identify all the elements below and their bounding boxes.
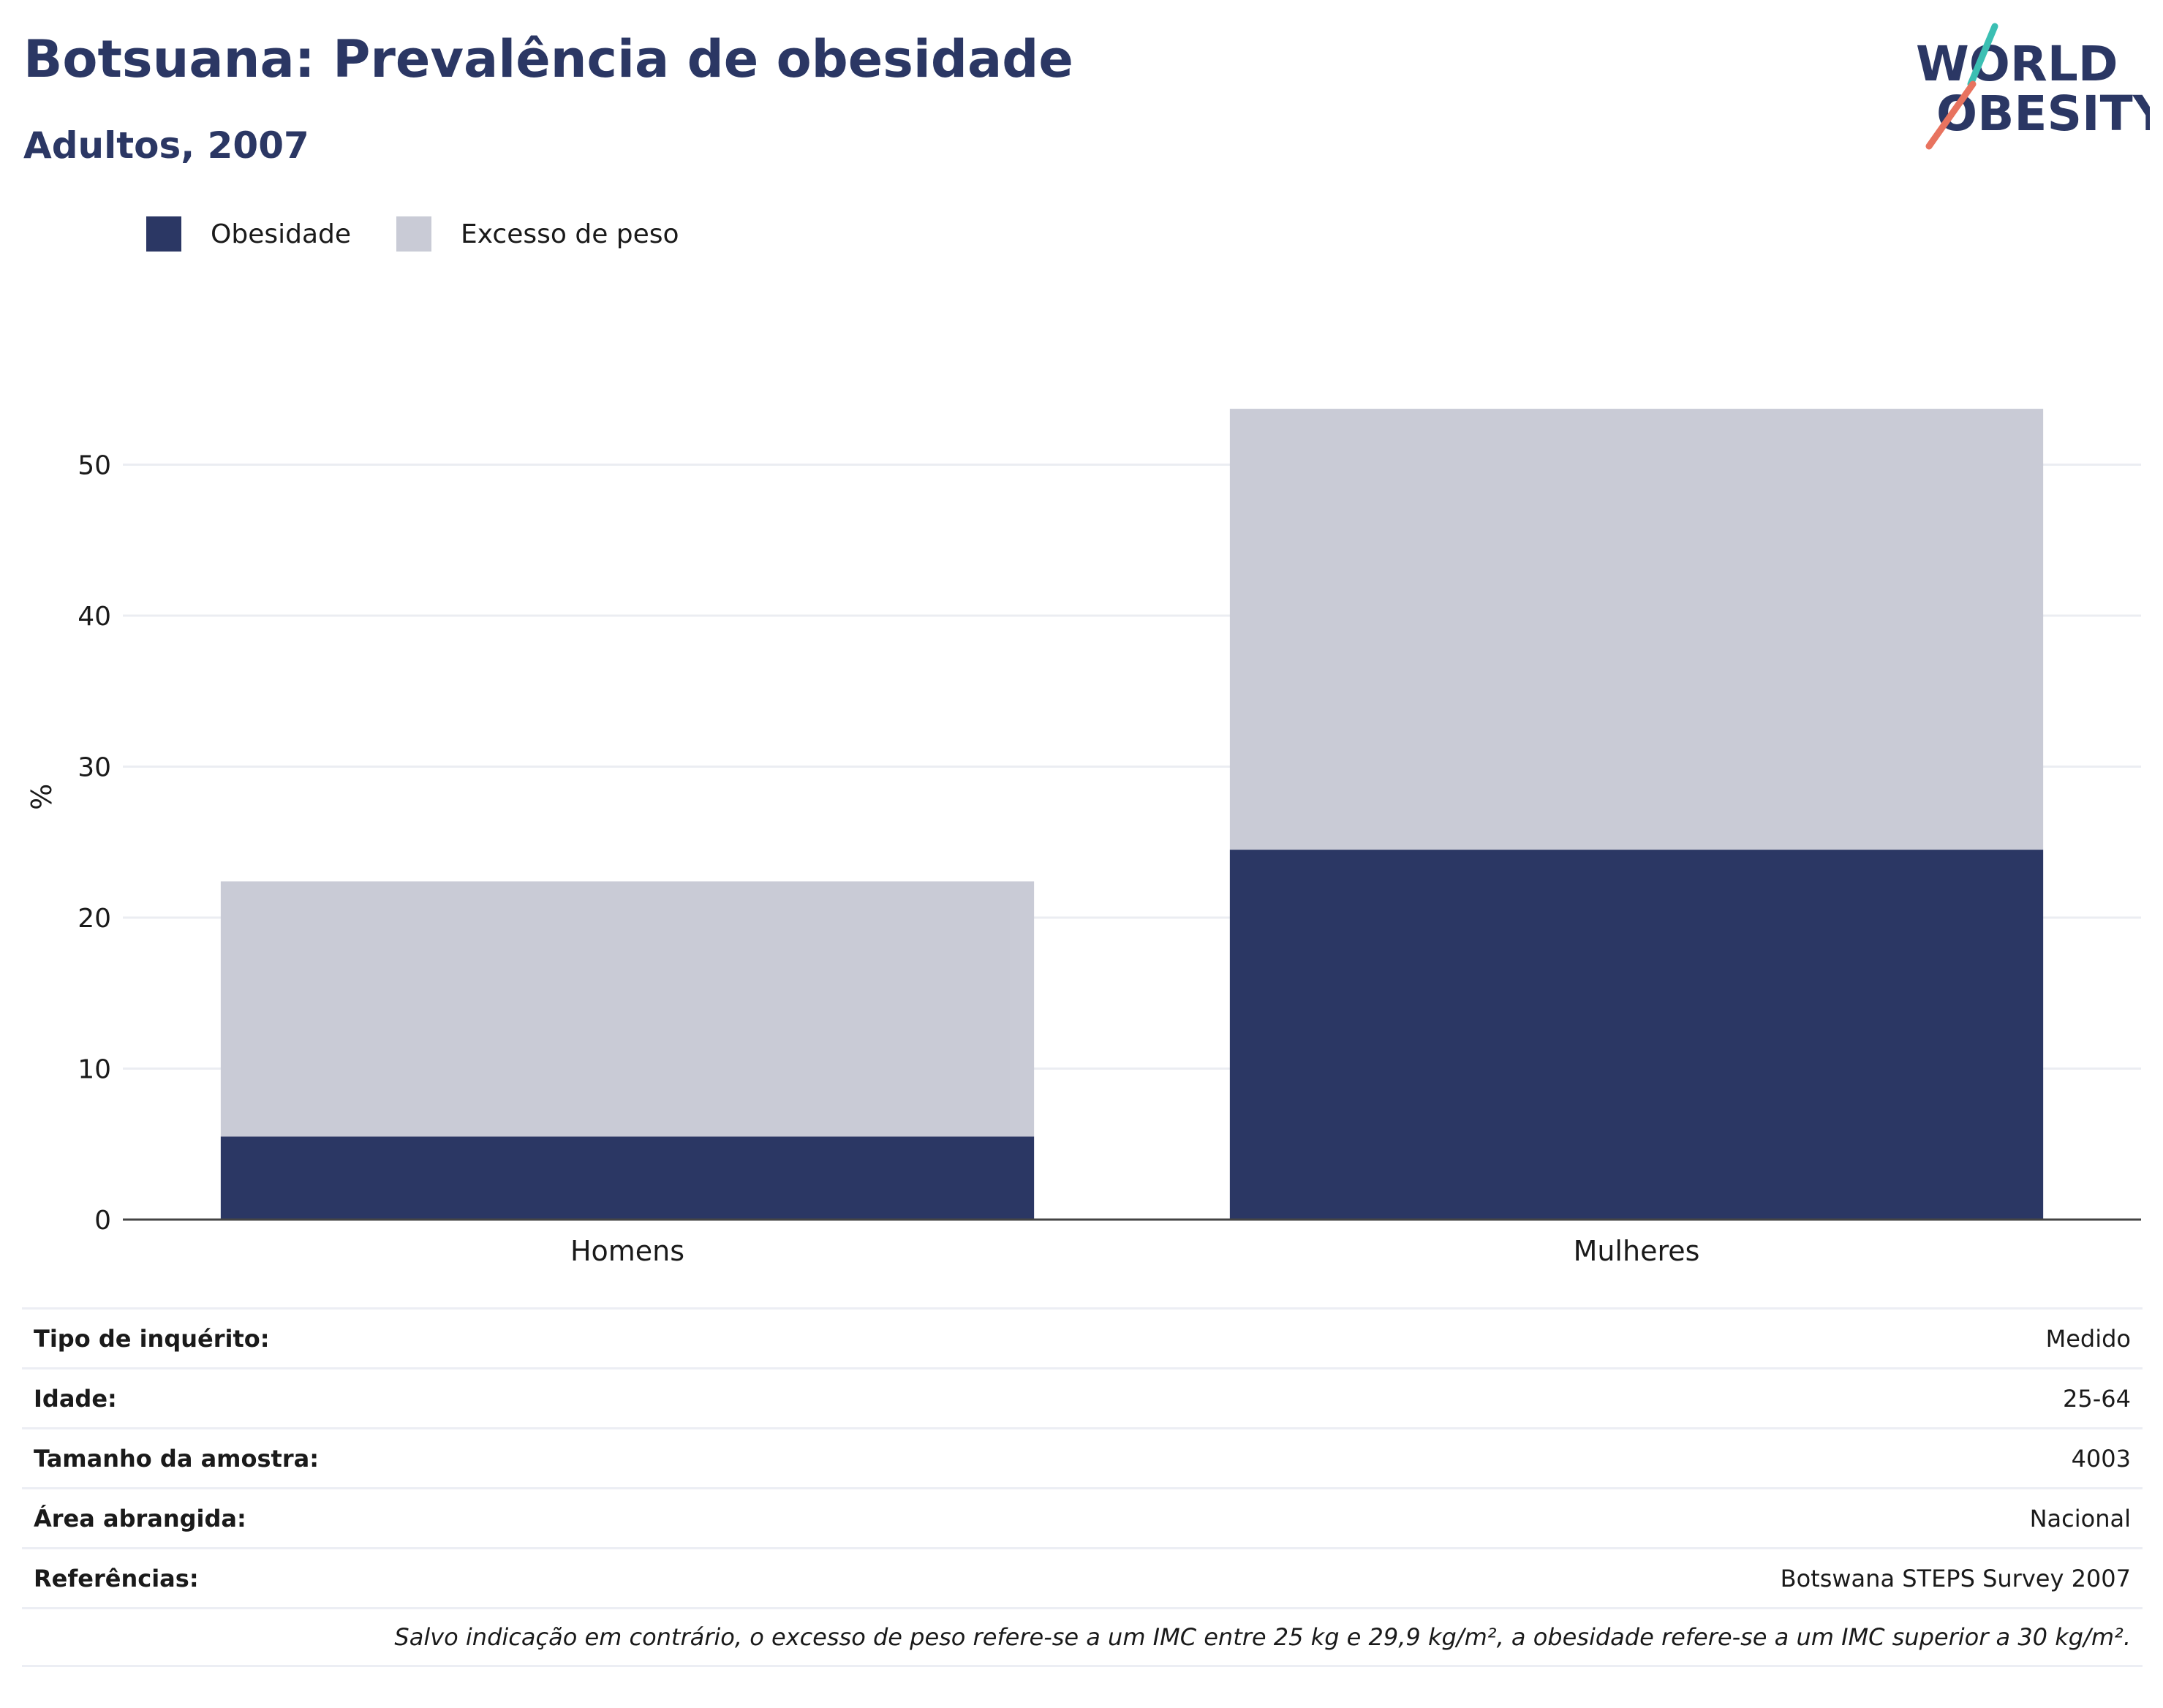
info-value: Medido [2045,1324,2131,1353]
y-tick-label: 20 [78,904,111,934]
info-row-age: Idade: 25-64 [22,1367,2143,1427]
info-row-survey-type: Tipo de inquérito: Medido [22,1307,2143,1367]
legend-item-obesity[interactable]: Obesidade [146,216,351,252]
y-tick-label: 10 [78,1055,111,1085]
world-obesity-logo: WORLD OBESITY [1916,23,2150,150]
bar-overweight-homens [220,881,1035,1137]
footnote-row: Salvo indicação em contrário, o excesso … [22,1607,2143,1667]
info-value: Botswana STEPS Survey 2007 [1780,1564,2131,1592]
legend-label-overweight: Excesso de peso [461,219,679,249]
page-title: Botsuana: Prevalência de obesidade [23,29,1073,89]
logo-slash-coral [1925,80,1977,150]
y-tick-label: 30 [78,753,111,783]
legend-item-overweight[interactable]: Excesso de peso [396,216,679,252]
legend-label-obesity: Obesidade [211,219,352,249]
info-value: 4003 [2071,1444,2131,1473]
x-tick-label: Mulheres [1574,1235,1700,1267]
info-row-references: Referências: Botswana STEPS Survey 2007 [22,1547,2143,1607]
info-label: Área abrangida: [34,1504,246,1533]
bar-overweight-mulheres [1229,409,2044,850]
logo-line1: WORLD [1916,36,2118,92]
info-label: Tipo de inquérito: [34,1324,270,1353]
survey-info-table: Tipo de inquérito: Medido Idade: 25-64 T… [22,1307,2143,1667]
info-value: 25-64 [2063,1384,2131,1413]
bar-obesity-homens [220,1136,1035,1220]
chart-legend: Obesidade Excesso de peso [146,216,725,252]
info-value: Nacional [2029,1504,2131,1533]
info-label: Tamanho da amostra: [34,1444,319,1473]
y-axis-label: % [26,784,58,810]
bar-obesity-mulheres [1229,850,2044,1220]
info-row-sample-size: Tamanho da amostra: 4003 [22,1427,2143,1487]
legend-swatch-obesity [146,216,181,252]
legend-swatch-overweight [396,216,432,252]
y-tick-label: 0 [94,1206,111,1236]
y-tick-label: 40 [78,602,111,632]
info-label: Referências: [34,1564,199,1592]
footnote: Salvo indicação em contrário, o excesso … [394,1623,2131,1651]
info-row-area: Área abrangida: Nacional [22,1487,2143,1547]
info-label: Idade: [34,1384,117,1413]
logo-slash-teal [1967,23,1998,88]
x-tick-label: Homens [570,1235,684,1267]
page-subtitle: Adultos, 2007 [23,124,309,167]
y-tick-label: 50 [78,451,111,481]
logo-line2: OBESITY [1936,86,2150,142]
bar-chart: 0 10 20 30 40 50% Homens Mulheres [26,409,2141,1267]
